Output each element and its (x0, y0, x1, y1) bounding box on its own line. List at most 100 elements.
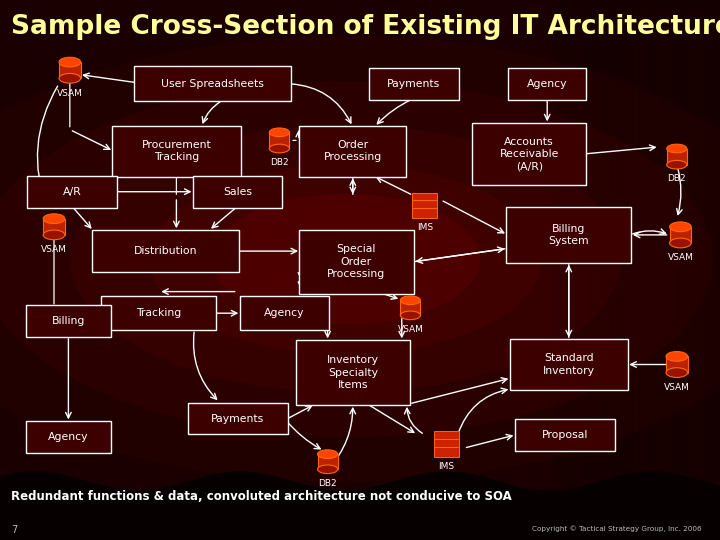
Ellipse shape (318, 450, 338, 458)
FancyBboxPatch shape (508, 68, 587, 99)
Bar (400, 300, 420, 315)
Ellipse shape (667, 160, 687, 169)
Text: Procurement
Tracking: Procurement Tracking (142, 140, 211, 163)
FancyBboxPatch shape (300, 230, 413, 294)
Ellipse shape (670, 238, 691, 248)
Bar (588, 0, 595, 540)
Bar (544, 0, 551, 540)
Bar (683, 0, 690, 540)
Bar (43, 219, 65, 235)
Bar (628, 0, 635, 540)
Ellipse shape (269, 128, 289, 137)
Ellipse shape (318, 465, 338, 474)
Text: Special
Order
Processing: Special Order Processing (328, 245, 385, 279)
Bar (412, 200, 438, 210)
Text: VSAM: VSAM (664, 383, 690, 392)
Bar (667, 148, 687, 165)
Bar (716, 0, 720, 540)
FancyBboxPatch shape (300, 126, 406, 177)
FancyBboxPatch shape (112, 126, 240, 177)
Bar (698, 0, 705, 540)
Bar (670, 227, 691, 243)
Bar (661, 0, 668, 540)
FancyBboxPatch shape (26, 306, 111, 337)
Text: Agency: Agency (264, 308, 305, 318)
Bar (412, 193, 438, 202)
Text: Standard
Inventory: Standard Inventory (543, 353, 595, 376)
Text: Agency: Agency (527, 79, 567, 89)
Bar (613, 0, 621, 540)
Text: IMS: IMS (438, 462, 454, 471)
Bar (657, 0, 665, 540)
Text: Sample Cross-Section of Existing IT Architecture: Sample Cross-Section of Existing IT Arch… (11, 14, 720, 39)
Bar (713, 0, 720, 540)
FancyBboxPatch shape (101, 296, 216, 330)
Text: IMS: IMS (417, 223, 433, 232)
Bar (706, 0, 713, 540)
Text: Agency: Agency (48, 433, 89, 442)
Ellipse shape (269, 144, 289, 153)
Bar (595, 0, 603, 540)
Bar (690, 0, 698, 540)
Bar (603, 0, 610, 540)
Text: Accounts
Receivable
(A/R): Accounts Receivable (A/R) (500, 137, 559, 171)
Text: 7: 7 (11, 525, 17, 535)
Bar (570, 0, 577, 540)
Bar (639, 0, 647, 540)
FancyBboxPatch shape (92, 230, 239, 272)
Bar (554, 0, 562, 540)
Ellipse shape (400, 296, 420, 305)
Bar (566, 0, 573, 540)
Ellipse shape (59, 57, 81, 67)
FancyBboxPatch shape (510, 339, 628, 390)
Text: Order
Processing: Order Processing (324, 140, 382, 163)
Text: VSAM: VSAM (667, 253, 693, 262)
FancyBboxPatch shape (472, 123, 587, 185)
Bar (709, 0, 716, 540)
Ellipse shape (666, 352, 688, 361)
Text: DB2: DB2 (270, 158, 289, 167)
Ellipse shape (400, 311, 420, 320)
Ellipse shape (0, 81, 713, 437)
Text: VSAM: VSAM (57, 89, 83, 98)
Bar (580, 0, 588, 540)
Bar (606, 0, 613, 540)
Bar (680, 0, 687, 540)
Bar (676, 0, 683, 540)
Bar (701, 0, 708, 540)
Bar (433, 431, 459, 441)
Text: DB2: DB2 (667, 174, 686, 184)
Bar (610, 0, 617, 540)
Bar (577, 0, 584, 540)
Bar (269, 132, 289, 149)
Bar (687, 0, 694, 540)
FancyBboxPatch shape (296, 341, 410, 405)
FancyBboxPatch shape (240, 296, 329, 330)
Bar (632, 0, 639, 540)
Text: Copyright © Tactical Strategy Group, Inc. 2006: Copyright © Tactical Strategy Group, Inc… (532, 525, 702, 531)
FancyBboxPatch shape (134, 66, 291, 101)
Text: Payments: Payments (211, 414, 264, 423)
Ellipse shape (666, 368, 688, 377)
Bar (694, 0, 701, 540)
FancyBboxPatch shape (27, 176, 117, 207)
Bar (654, 0, 661, 540)
Ellipse shape (150, 164, 541, 354)
Bar (650, 0, 657, 540)
Text: Distribution: Distribution (134, 246, 197, 256)
FancyBboxPatch shape (193, 176, 282, 207)
Bar (559, 0, 566, 540)
FancyBboxPatch shape (506, 207, 631, 263)
Bar (666, 356, 688, 373)
Text: Sales: Sales (223, 187, 252, 197)
Bar (643, 0, 650, 540)
Text: VSAM: VSAM (41, 245, 67, 254)
Bar (636, 0, 643, 540)
FancyBboxPatch shape (26, 421, 111, 454)
Bar (617, 0, 624, 540)
Ellipse shape (667, 144, 687, 153)
Bar (665, 0, 672, 540)
Bar (562, 0, 570, 540)
Bar (433, 447, 459, 456)
Text: A/R: A/R (63, 187, 81, 197)
